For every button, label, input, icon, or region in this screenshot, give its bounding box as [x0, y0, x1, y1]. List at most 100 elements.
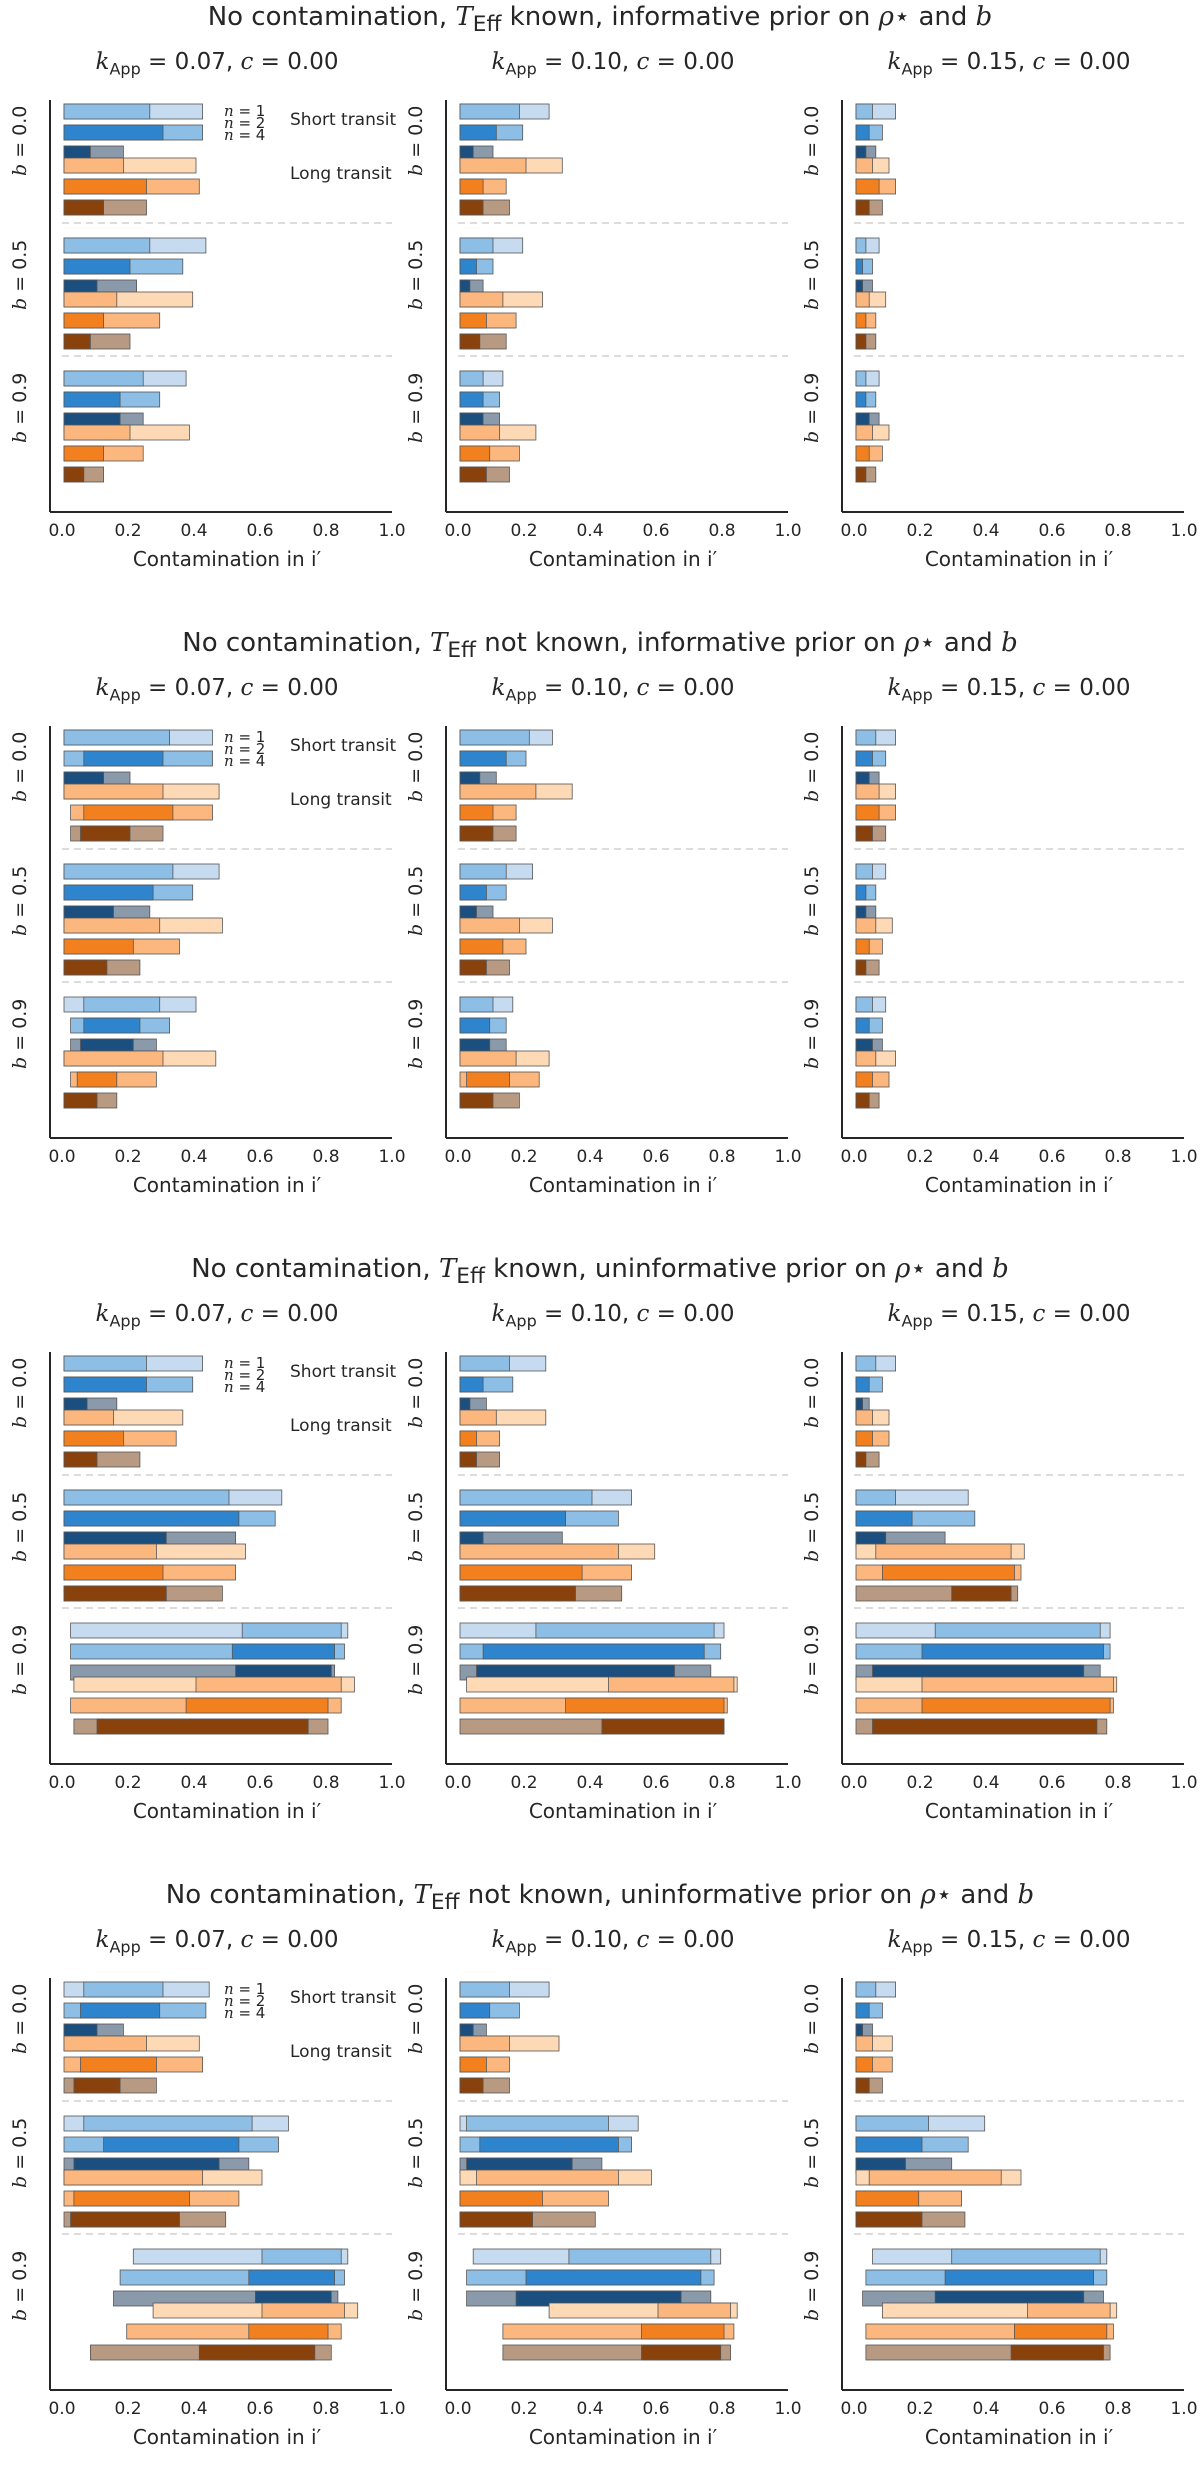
- legend-n-label: n = 2: [224, 1366, 265, 1384]
- short-transit-bar-inner: [459, 1355, 510, 1372]
- section-title-b-symbol: b: [1001, 628, 1018, 658]
- b-row-label-symbol: b: [801, 297, 823, 310]
- long-transit-bar-inner: [855, 959, 867, 976]
- x-tick-label: 0.4: [972, 1147, 1000, 1167]
- panel-title-k-subscript: App: [505, 685, 537, 705]
- long-transit-bar-inner: [951, 1585, 1012, 1602]
- long-transit-bar-inner: [855, 1451, 867, 1468]
- short-transit-bar-inner: [63, 729, 170, 746]
- b-row-label-symbol: b: [405, 430, 427, 443]
- long-transit-bar-inner: [855, 157, 873, 174]
- b-row-label-value: = 0.9: [801, 998, 823, 1057]
- long-transit-bar-inner: [855, 2211, 923, 2228]
- long-transit-bar-inner: [261, 2302, 345, 2319]
- short-transit-bar-inner: [855, 996, 873, 1013]
- short-transit-bar-inner: [63, 391, 121, 408]
- short-transit-bar-inner: [568, 2248, 712, 2265]
- panel-title-k-symbol: k: [887, 1301, 902, 1327]
- panel-title-c-value: = 0.00: [649, 49, 735, 75]
- b-row-label: b = 0.9: [9, 373, 31, 443]
- b-row-label-symbol: b: [9, 1415, 31, 1428]
- short-transit-bar-inner: [83, 1017, 141, 1034]
- panel-title-k-value: = 0.10,: [536, 1301, 637, 1327]
- legend-long-transit: Long transit: [290, 164, 392, 184]
- b-row-label: b = 0.0: [9, 1984, 31, 2054]
- panel-title-k-value: = 0.15,: [932, 49, 1033, 75]
- x-tick-label: 0.8: [312, 1147, 340, 1167]
- short-transit-bar-inner: [459, 2002, 491, 2019]
- legend-n-label: n = 2: [224, 1994, 265, 2009]
- panel-title-k-value: = 0.10,: [536, 1927, 637, 1953]
- short-transit-bar-inner: [459, 124, 497, 141]
- long-transit-bar-inner: [459, 312, 487, 329]
- short-transit-bar-inner: [855, 729, 877, 746]
- panel-title: kApp = 0.10, c = 0.00: [448, 1300, 778, 1336]
- long-transit-bar-inner: [70, 2211, 180, 2228]
- b-row-label-symbol: b: [801, 163, 823, 176]
- panel-title-k-symbol: k: [887, 675, 902, 701]
- panel-title-c-symbol: c: [240, 1927, 254, 1953]
- long-transit-bar-inner: [459, 333, 481, 350]
- section-title-text: No contamination,: [191, 1254, 439, 1284]
- long-transit-bar-inner: [459, 2211, 533, 2228]
- short-transit-bar-inner: [459, 237, 494, 254]
- legend-n-value: = 1: [233, 1980, 266, 1998]
- panel-title: kApp = 0.15, c = 0.00: [844, 674, 1174, 710]
- b-row-label-symbol: b: [405, 1415, 427, 1428]
- long-transit-bar-inner: [63, 1451, 98, 1468]
- x-tick-label: 0.4: [972, 2399, 1000, 2419]
- short-transit-bar-inner: [855, 1017, 870, 1034]
- panel-title-k-subscript: App: [109, 59, 141, 79]
- panel-title-c-value: = 0.00: [1045, 1927, 1131, 1953]
- panel-title-k-value: = 0.15,: [932, 1927, 1033, 1953]
- short-transit-bar-inner: [83, 750, 164, 767]
- b-row-label-value: = 0.0: [9, 105, 31, 164]
- panel-title-k-symbol: k: [95, 1927, 110, 1953]
- long-transit-bar-inner: [63, 1430, 124, 1447]
- x-tick-label: 0.8: [1104, 1773, 1132, 1793]
- b-row-label: b = 0.5: [9, 1492, 31, 1562]
- section-title-t-symbol: T: [413, 1880, 431, 1910]
- long-transit-bar-inner: [459, 1543, 619, 1560]
- long-transit-bar-inner: [855, 312, 867, 329]
- panel-title-k-subscript: App: [109, 1311, 141, 1331]
- legend-n-symbol: n: [224, 1366, 234, 1384]
- panel-title-k-symbol: k: [887, 49, 902, 75]
- long-transit-bar-inner: [63, 178, 147, 195]
- panel-title-k-symbol: k: [491, 1927, 506, 1953]
- panel-title-k-value: = 0.07,: [140, 675, 241, 701]
- x-tick-label: 0.8: [708, 1147, 736, 1167]
- short-transit-bar-inner: [934, 1622, 1101, 1639]
- x-tick-label: 0.0: [48, 521, 76, 541]
- panel-title: kApp = 0.07, c = 0.00: [52, 48, 382, 84]
- panel-title: kApp = 0.07, c = 0.00: [52, 674, 382, 710]
- long-transit-bar-inner: [73, 2077, 121, 2094]
- long-transit-bar-inner: [198, 2344, 316, 2361]
- long-transit-bar-inner: [63, 466, 85, 483]
- b-row-label-symbol: b: [405, 1682, 427, 1695]
- legend-n-symbol: n: [224, 752, 234, 770]
- panel-title-k-subscript: App: [901, 1937, 933, 1957]
- long-transit-bar-inner: [459, 445, 491, 462]
- section-title-text: and: [952, 1880, 1018, 1910]
- b-row-label-symbol: b: [9, 297, 31, 310]
- b-row-label-value: = 0.5: [801, 2117, 823, 2176]
- x-tick-label: 0.6: [246, 521, 274, 541]
- long-transit-bar-inner: [459, 2035, 510, 2052]
- x-tick-label: 1.0: [774, 1773, 802, 1793]
- long-transit-bar-inner: [459, 2190, 543, 2207]
- x-tick-label: 1.0: [774, 521, 802, 541]
- b-row-label-symbol: b: [405, 789, 427, 802]
- panel-title-c-value: = 0.00: [253, 1301, 339, 1327]
- long-transit-bar-inner: [248, 2323, 329, 2340]
- long-transit-bar-inner: [63, 938, 134, 955]
- legend-short-transit: Short transit: [290, 736, 397, 756]
- short-transit-bar-inner: [83, 996, 161, 1013]
- short-transit-bar-inner: [855, 2136, 923, 2153]
- legend-n-label: n = 4: [224, 1380, 265, 1395]
- b-row-label: b = 0.9: [405, 373, 427, 443]
- long-transit-bar-inner: [459, 783, 537, 800]
- panel-title-k-symbol: k: [95, 1301, 110, 1327]
- long-transit-bar-inner: [855, 466, 867, 483]
- x-axis-label: Contamination in i′: [924, 547, 1114, 571]
